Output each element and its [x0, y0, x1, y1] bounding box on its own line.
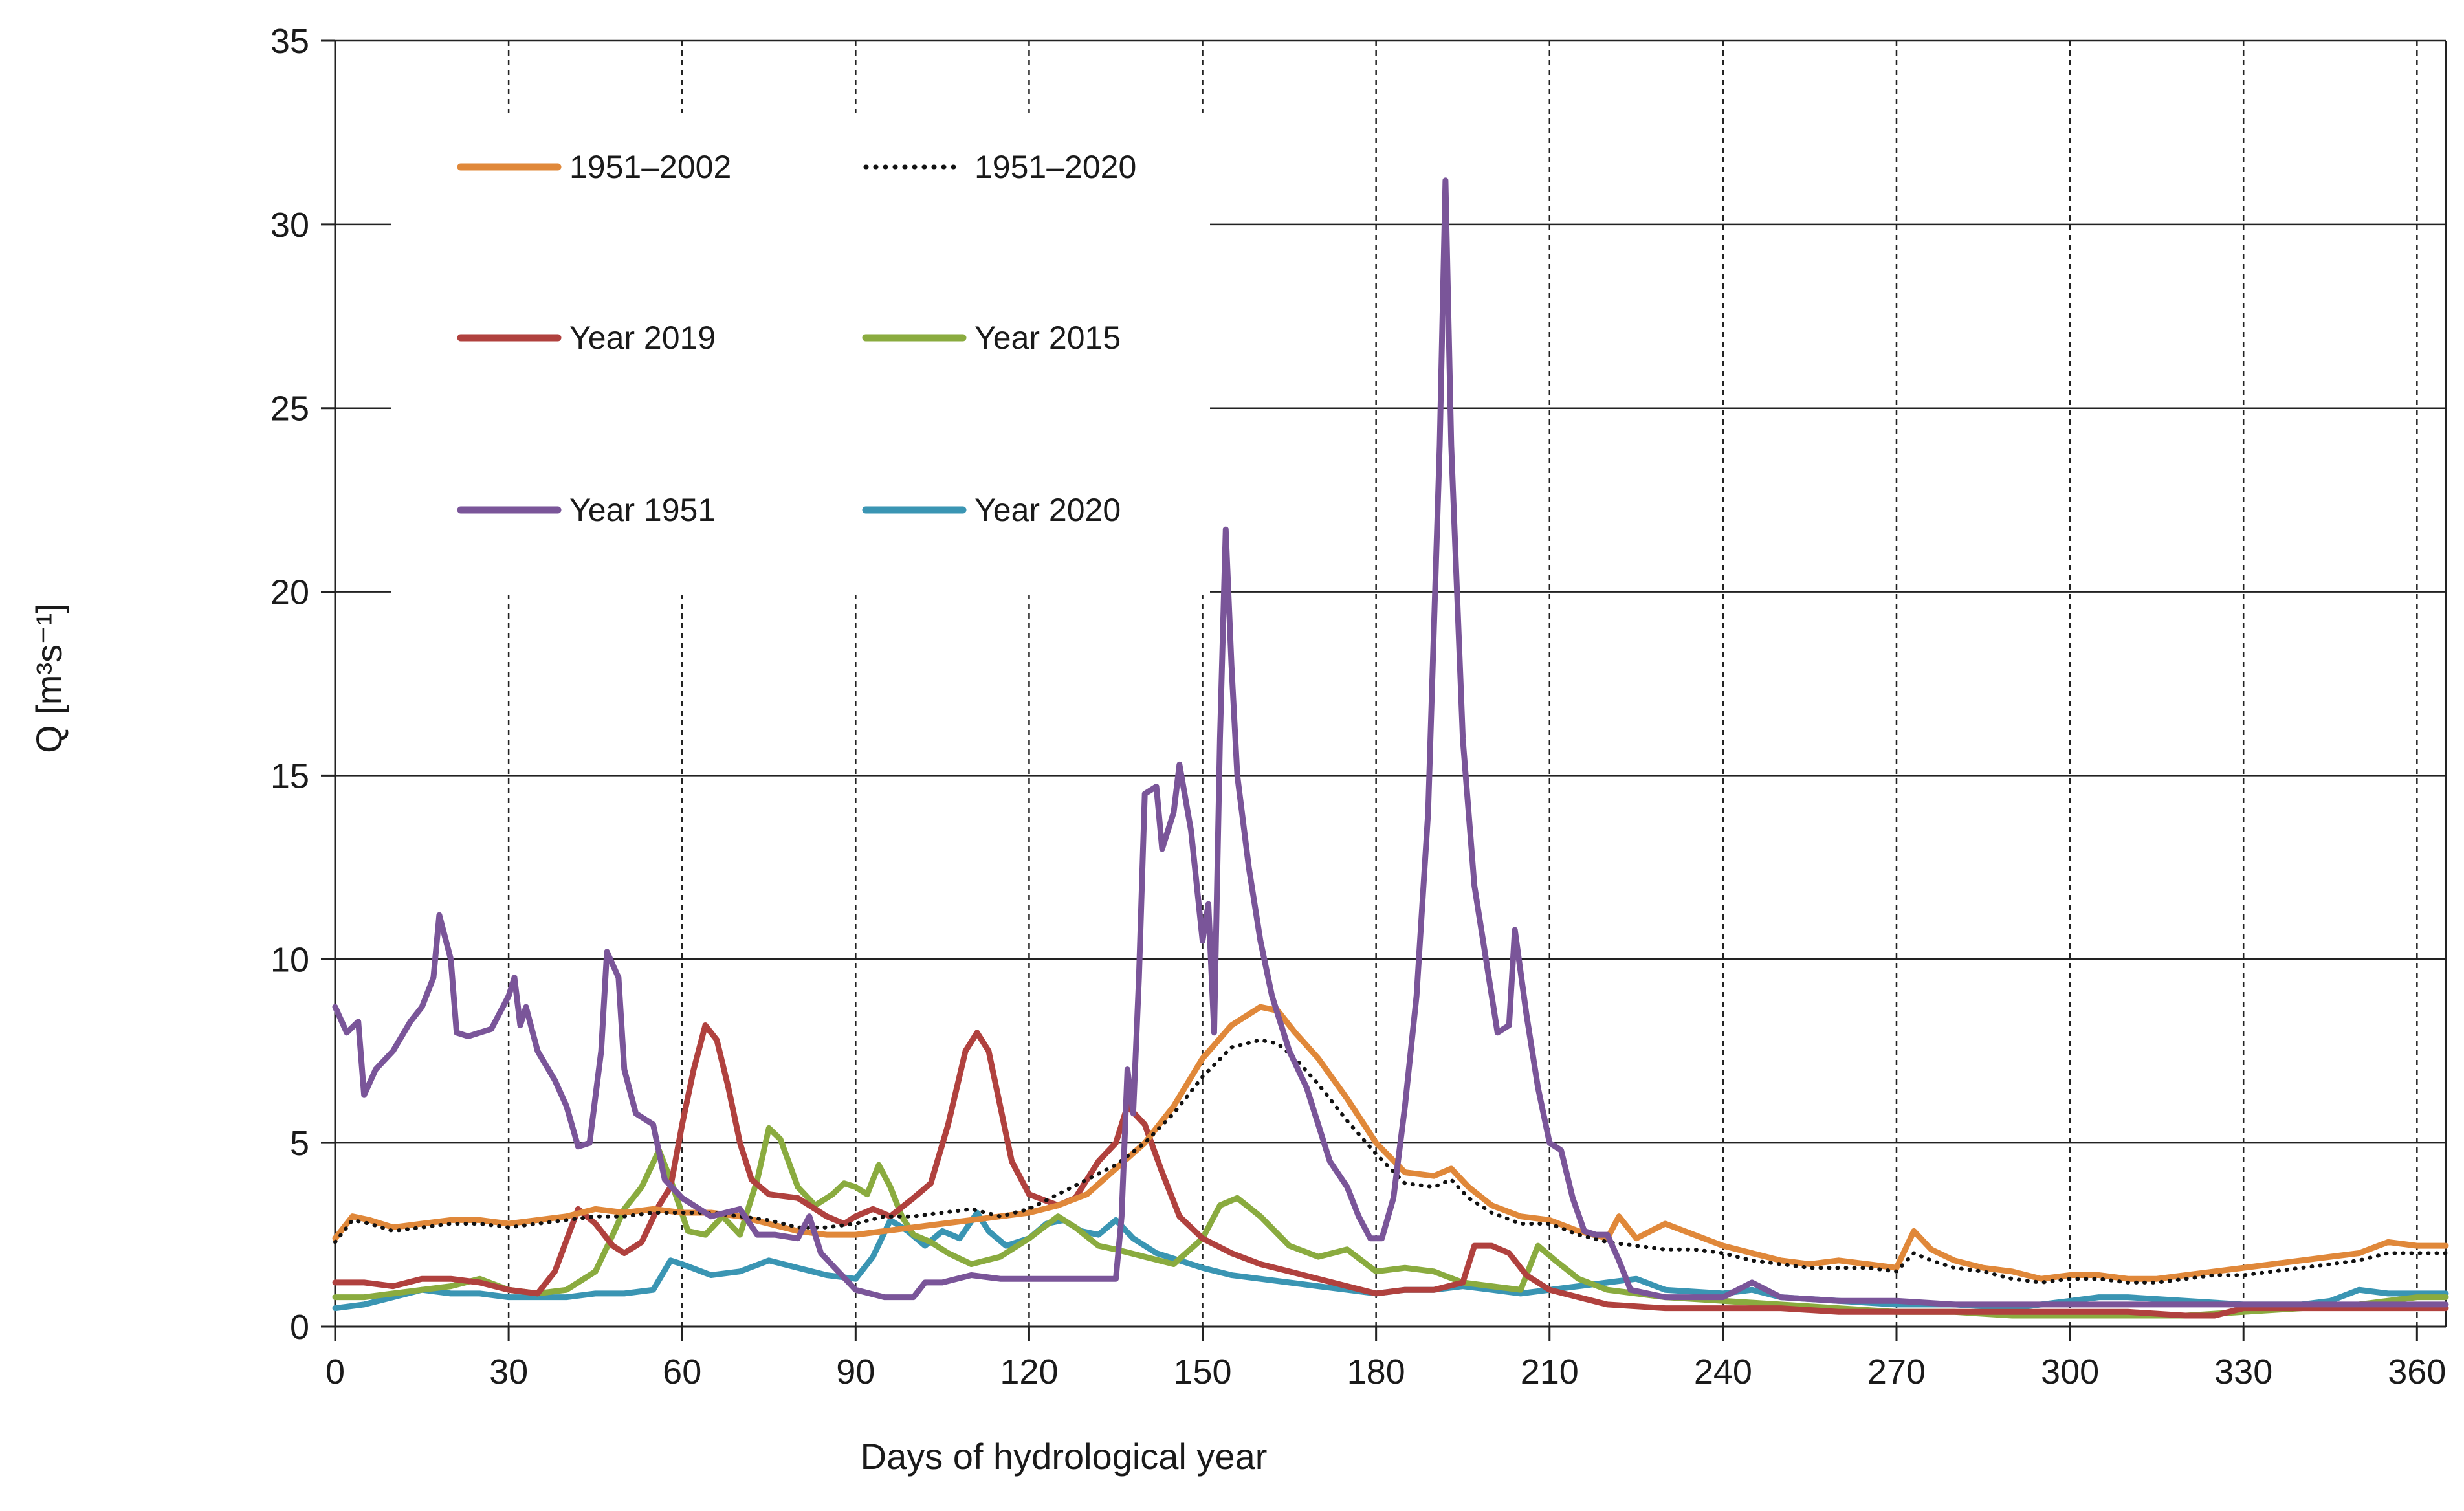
x-tick-label: 150	[1173, 1352, 1231, 1391]
legend-label-5: Year 2020	[974, 492, 1121, 528]
legend-label-2: Year 2019	[569, 320, 716, 356]
x-tick-label: 240	[1694, 1352, 1752, 1391]
legend: 1951–2002 1951–2020 Year 2019 Year 2015 Year…	[391, 113, 1210, 595]
y-tick-label: 5	[290, 1124, 309, 1163]
axes: 0 5 10 15 20 25 30 35 0 30 60 90 120 150 180 210 240 270 3…	[270, 22, 2446, 1391]
x-tick-label: 30	[489, 1352, 528, 1391]
y-tick-label: 10	[270, 940, 309, 979]
x-tick-label: 180	[1347, 1352, 1405, 1391]
x-tick-label: 120	[1000, 1352, 1058, 1391]
y-tick-label: 0	[290, 1308, 309, 1347]
series-line-year-2015	[332, 1125, 2449, 1319]
y-tick-label: 30	[270, 206, 309, 245]
x-tick-label: 90	[836, 1352, 875, 1391]
x-tick-label: 300	[2041, 1352, 2099, 1391]
x-tick-label: 0	[325, 1352, 345, 1391]
legend-box	[391, 113, 1210, 595]
series-line-year-2020	[332, 1209, 2449, 1312]
legend-label-0: 1951–2002	[569, 149, 731, 185]
legend-label-1: 1951–2020	[974, 149, 1136, 185]
y-tick-label: 35	[270, 22, 309, 61]
y-axis-title: Q [m³s⁻¹]	[28, 603, 69, 753]
y-tick-label: 25	[270, 390, 309, 428]
y-tick-label: 15	[270, 756, 309, 795]
series-lines	[332, 177, 2449, 1319]
y-tick-label: 20	[270, 573, 309, 612]
x-tick-label: 270	[1867, 1352, 1926, 1391]
series-line-year-1951	[332, 177, 2449, 1308]
x-axis-title: Days of hydrological year	[861, 1436, 1268, 1477]
x-tick-label: 60	[663, 1352, 701, 1391]
legend-label-4: Year 1951	[569, 492, 716, 528]
x-tick-label: 360	[2388, 1352, 2446, 1391]
x-tick-label: 330	[2214, 1352, 2272, 1391]
legend-label-3: Year 2015	[974, 320, 1121, 356]
x-tick-label: 210	[1521, 1352, 1579, 1391]
